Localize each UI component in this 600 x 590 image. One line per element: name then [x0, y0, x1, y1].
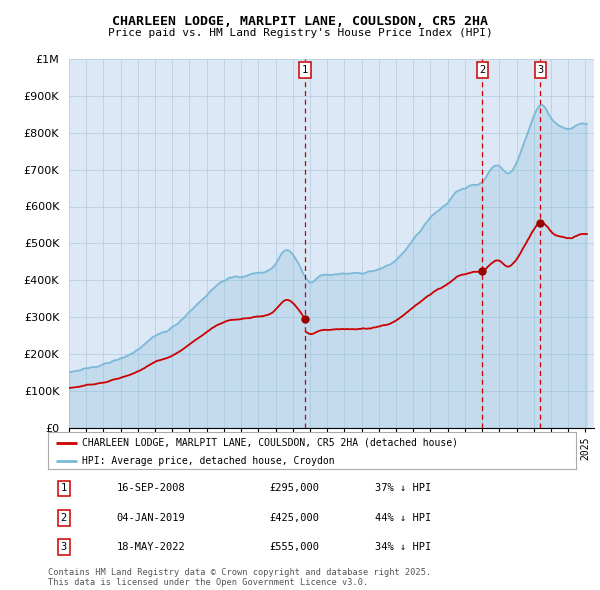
Text: 37% ↓ HPI: 37% ↓ HPI: [376, 483, 431, 493]
Text: Price paid vs. HM Land Registry's House Price Index (HPI): Price paid vs. HM Land Registry's House …: [107, 28, 493, 38]
Text: £425,000: £425,000: [270, 513, 320, 523]
Text: 04-JAN-2019: 04-JAN-2019: [116, 513, 185, 523]
Point: [300, 314, 310, 324]
Text: £555,000: £555,000: [270, 542, 320, 552]
Text: £295,000: £295,000: [270, 483, 320, 493]
Text: 18-MAY-2022: 18-MAY-2022: [116, 542, 185, 552]
Text: 2: 2: [479, 65, 485, 75]
Text: 3: 3: [537, 65, 544, 75]
Text: 16-SEP-2008: 16-SEP-2008: [116, 483, 185, 493]
Text: 3: 3: [61, 542, 67, 552]
Point: [478, 266, 487, 276]
Text: Contains HM Land Registry data © Crown copyright and database right 2025.
This d: Contains HM Land Registry data © Crown c…: [48, 568, 431, 587]
Text: 1: 1: [302, 65, 308, 75]
Text: CHARLEEN LODGE, MARLPIT LANE, COULSDON, CR5 2HA (detached house): CHARLEEN LODGE, MARLPIT LANE, COULSDON, …: [82, 438, 458, 448]
Point: [535, 218, 545, 228]
Text: 44% ↓ HPI: 44% ↓ HPI: [376, 513, 431, 523]
Text: 2: 2: [61, 513, 67, 523]
Text: CHARLEEN LODGE, MARLPIT LANE, COULSDON, CR5 2HA: CHARLEEN LODGE, MARLPIT LANE, COULSDON, …: [112, 15, 488, 28]
Text: 1: 1: [61, 483, 67, 493]
Text: HPI: Average price, detached house, Croydon: HPI: Average price, detached house, Croy…: [82, 456, 335, 466]
Text: 34% ↓ HPI: 34% ↓ HPI: [376, 542, 431, 552]
